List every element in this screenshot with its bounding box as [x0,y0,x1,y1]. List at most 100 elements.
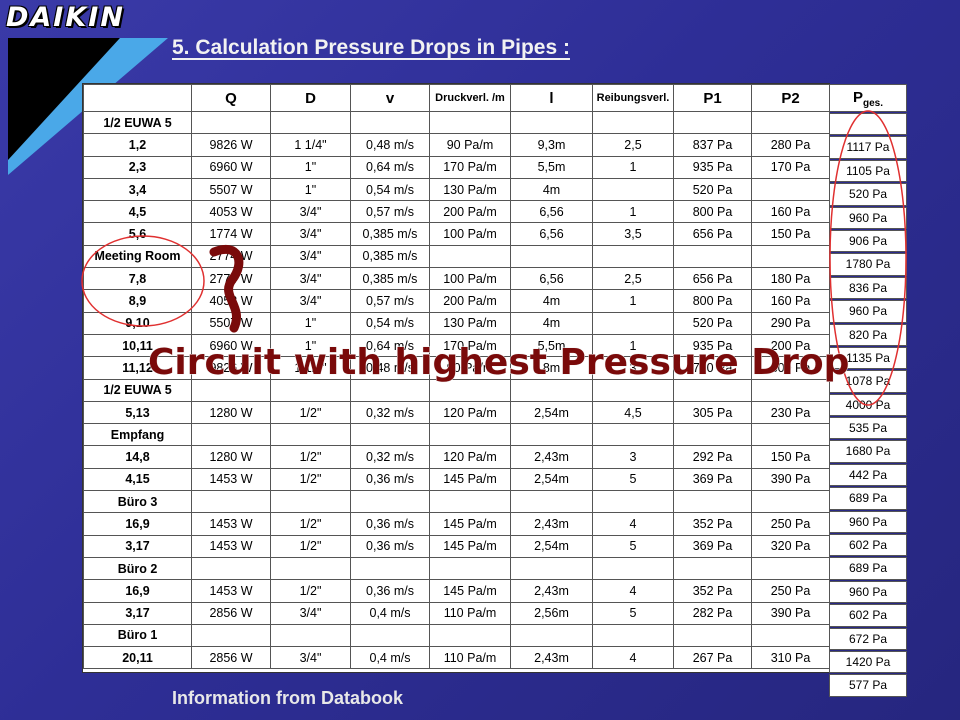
table-cell [510,423,593,447]
table-cell [350,556,430,581]
table-row: Meeting Room 2774 W 3/4" 0,385 m/s [83,244,830,269]
pges-cell: 689 Pa [829,487,907,510]
row-label: 1,2 [83,133,192,157]
table-cell: 90 Pa/m [429,133,511,157]
table-cell: 2,5 [592,133,674,157]
table-cell: 6960 W [191,155,271,179]
table-cell: 0,36 m/s [350,512,430,536]
table-cell: 170 Pa/m [429,155,511,179]
table-cell: 4 [592,512,674,536]
table-cell: 290 Pa [751,311,830,335]
table-cell [751,177,830,202]
table-cell: 0,385 m/s [350,222,430,246]
table-cell: 0,32 m/s [350,445,430,469]
table-cell: 2,5 [592,267,674,291]
table-row: Büro 1 [83,623,830,648]
table-cell: 100 Pa/m [429,222,511,246]
table-cell [592,177,674,202]
table-cell: 5507 W [191,177,271,202]
table-cell [751,490,830,514]
column-header: l [510,84,593,112]
table-cell: 130 Pa/m [429,311,511,335]
table-cell: 3/4" [270,601,351,625]
pges-cell: 602 Pa [829,534,907,557]
table-cell: 1280 W [191,445,271,469]
table-cell: 145 Pa/m [429,512,511,536]
table-cell: 0,4 m/s [350,646,430,670]
table-row: 16,9 1453 W 1/2" 0,36 m/s 145 Pa/m 2,43m 4 352 … [83,512,830,536]
table-cell: 1 [592,333,674,358]
table-cell: 720 Pa [673,356,752,380]
table-cell: 1453 W [191,534,271,558]
pges-cell: 1078 Pa [829,370,907,393]
table-cell [751,378,830,402]
table-cell: 145 Pa/m [429,579,511,603]
row-label: 3,17 [83,601,192,625]
table-cell: 90 Pa/m [429,356,511,380]
row-label: 5,13 [83,400,192,425]
table-cell: 9,3m [510,133,593,157]
table-cell: 4 [592,646,674,670]
table-cell: 100 Pa/m [429,267,511,291]
table-cell: 0,57 m/s [350,289,430,313]
table-cell: 935 Pa [673,333,752,358]
pges-cell: 1135 Pa [829,346,907,370]
column-header: Q [191,84,271,112]
table-cell: 1/2" [270,534,351,558]
table-cell: 282 Pa [673,601,752,625]
table-cell: 369 Pa [673,467,752,492]
row-label: 11,12 [83,356,192,380]
table-cell [429,423,511,447]
table-cell [592,244,674,269]
table-cell: 390 Pa [751,467,830,492]
column-header [83,84,192,112]
pges-cell [829,113,907,136]
table-cell: 5 [592,601,674,625]
table-cell: 1 [592,200,674,224]
table-cell [429,244,511,269]
row-label: 7,8 [83,267,192,291]
table-cell: 267 Pa [673,646,752,670]
table-cell: 200 Pa [751,333,830,358]
table-cell [673,110,752,135]
table-cell: 2,43m [510,646,593,670]
table-row: 1/2 EUWA 5 [83,378,830,402]
pges-column: Pges. 1117 Pa 1105 Pa 520 Pa 960 Pa 906 Pa 17… [829,84,907,698]
table-cell [270,623,351,648]
table-cell [429,490,511,514]
table-cell: 120 Pa/m [429,400,511,425]
table-cell: 250 Pa [751,579,830,603]
table-cell: 1 1/4" [270,356,351,380]
table-cell: 0,36 m/s [350,579,430,603]
row-label: 3,17 [83,534,192,558]
pges-cell: 960 Pa [829,300,907,323]
table-cell: 0,36 m/s [350,467,430,492]
table-cell: 2,43m [510,579,593,603]
table-cell: 800 Pa [673,289,752,313]
row-label: Büro 3 [83,490,192,514]
table-cell: 2774 W [191,244,271,269]
table-row: 3,4 5507 W 1" 0,54 m/s 130 Pa/m 4m 520 Pa [83,177,830,202]
table-cell [510,378,593,402]
pges-header-label: P [852,89,863,106]
table-cell: 300 Pa [751,356,830,380]
table-cell [592,556,674,581]
table-cell: 0,32 m/s [350,400,430,425]
table-cell: 0,48 m/s [350,133,430,157]
table-cell: 369 Pa [673,534,752,558]
table-cell: 2774 W [191,267,271,291]
table-cell [350,378,430,402]
pges-cell: 672 Pa [829,627,907,650]
table-cell: 0,48 m/s [350,356,430,380]
row-label: 3,4 [83,177,192,202]
table-cell: 145 Pa/m [429,467,511,492]
table-cell [751,423,830,447]
column-header: Druckverl. /m [429,84,511,112]
pges-cell: 1117 Pa [829,136,907,159]
table-row: 1/2 EUWA 5 [83,110,830,135]
table-cell [510,556,593,581]
row-label: 4,15 [83,467,192,492]
table-row: Büro 3 [83,490,830,514]
table-cell [673,623,752,648]
